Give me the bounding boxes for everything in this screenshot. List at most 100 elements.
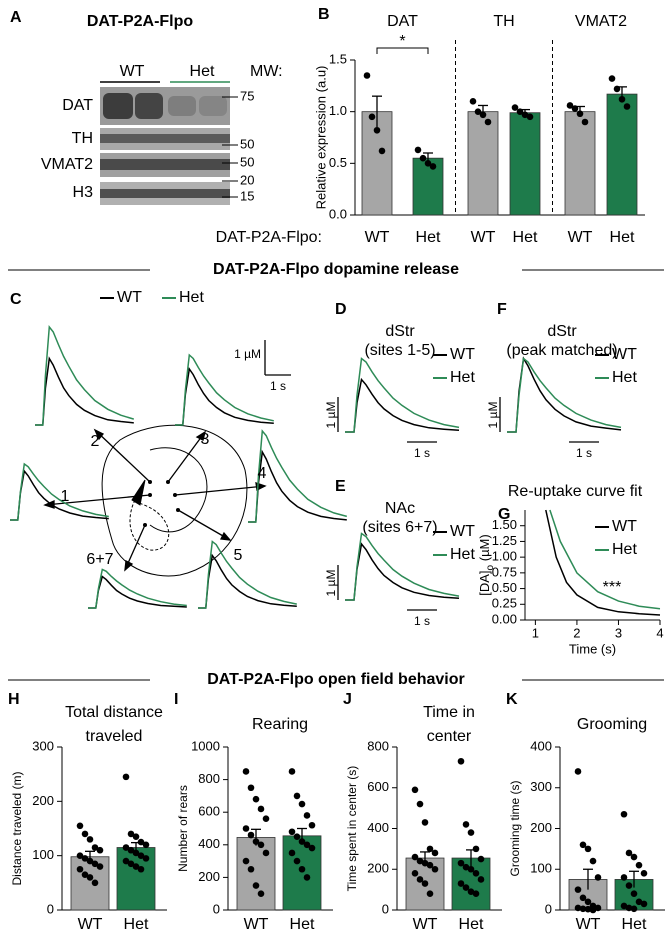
trace bbox=[10, 469, 109, 521]
site-label: 4 bbox=[258, 465, 267, 482]
band bbox=[168, 96, 196, 116]
significance-label: * bbox=[399, 33, 405, 50]
y-tick-label: 0.50 bbox=[492, 580, 517, 595]
scale-label: 1 s bbox=[270, 379, 286, 393]
data-point bbox=[426, 890, 434, 897]
y-tick-label: 0.75 bbox=[492, 564, 517, 579]
trace bbox=[35, 356, 134, 426]
y-axis-label: Time spent in center (s) bbox=[345, 766, 359, 892]
data-point bbox=[293, 833, 301, 840]
x-tick-label: WT bbox=[471, 229, 496, 246]
legend-label: WT bbox=[450, 346, 475, 363]
data-point bbox=[247, 784, 255, 792]
data-point bbox=[416, 800, 424, 808]
data-point bbox=[584, 905, 592, 913]
data-point bbox=[511, 104, 519, 111]
data-point bbox=[96, 863, 104, 870]
chart-title: (peak matched) bbox=[506, 342, 617, 359]
data-point bbox=[630, 853, 638, 861]
data-point bbox=[623, 103, 631, 110]
data-point bbox=[76, 822, 84, 830]
y-tick-label: 1000 bbox=[191, 738, 220, 753]
legend-label: WT bbox=[612, 518, 637, 535]
legend-label: WT bbox=[612, 346, 637, 363]
row-label: H3 bbox=[73, 184, 94, 201]
data-point bbox=[640, 900, 648, 908]
trace bbox=[35, 325, 135, 426]
x-tick-label: Het bbox=[290, 916, 315, 933]
data-point bbox=[426, 861, 434, 869]
legend-label: Het bbox=[450, 369, 475, 386]
data-point bbox=[96, 846, 104, 854]
group-title: TH bbox=[493, 13, 514, 30]
data-point bbox=[462, 821, 470, 828]
panel-letter: G bbox=[498, 506, 510, 523]
slice-outline bbox=[101, 424, 248, 577]
data-point bbox=[411, 870, 419, 877]
data-point bbox=[574, 886, 582, 893]
data-point bbox=[288, 768, 296, 775]
data-point bbox=[86, 857, 94, 865]
slice-diagram bbox=[43, 424, 267, 577]
trace bbox=[507, 356, 622, 433]
data-point bbox=[81, 855, 89, 862]
row-label: TH bbox=[72, 130, 93, 147]
trace bbox=[507, 357, 622, 433]
y-axis-label: Grooming time (s) bbox=[508, 780, 522, 876]
data-point bbox=[76, 865, 84, 873]
data-point bbox=[303, 841, 311, 849]
x-tick-label: Het bbox=[124, 916, 149, 933]
y-tick-label: 1.0 bbox=[329, 103, 347, 118]
data-point bbox=[630, 890, 638, 897]
panel-letter: D bbox=[335, 301, 347, 318]
y-tick-label: 0.00 bbox=[492, 611, 517, 626]
data-point bbox=[620, 874, 628, 881]
bar bbox=[236, 837, 276, 911]
data-point bbox=[457, 757, 465, 765]
blot-title: DAT-P2A-Flpo bbox=[87, 13, 194, 30]
legend-label: WT bbox=[117, 289, 142, 306]
data-point bbox=[566, 102, 574, 109]
y-tick-label: 0 bbox=[213, 901, 220, 916]
band bbox=[135, 93, 163, 119]
significance-label: *** bbox=[603, 579, 622, 596]
x-tick-label: Het bbox=[610, 229, 635, 246]
data-point bbox=[91, 879, 99, 887]
data-point bbox=[635, 898, 643, 906]
scale-label: 1 s bbox=[414, 446, 430, 460]
data-point bbox=[127, 846, 135, 854]
data-point bbox=[252, 838, 260, 845]
data-point bbox=[589, 906, 597, 914]
data-point bbox=[571, 105, 579, 112]
band bbox=[100, 159, 230, 170]
row-label: DAT bbox=[62, 97, 93, 114]
legend-label: Het bbox=[612, 541, 637, 558]
data-point bbox=[122, 773, 130, 781]
fit-curve bbox=[549, 509, 661, 610]
data-point bbox=[457, 859, 465, 867]
data-point bbox=[414, 146, 422, 154]
mw-marker: 75 bbox=[240, 88, 254, 103]
y-axis-label-part: o bbox=[485, 564, 496, 570]
section-title: DAT-P2A-Flpo dopamine release bbox=[213, 261, 459, 278]
data-point bbox=[363, 72, 371, 79]
y-tick-label: 0.5 bbox=[329, 155, 347, 170]
trace bbox=[88, 568, 187, 609]
ventricle bbox=[131, 479, 146, 506]
y-tick-label: 400 bbox=[367, 820, 389, 835]
y-tick-label: 1.50 bbox=[492, 517, 517, 532]
band bbox=[103, 93, 133, 119]
x-axis-label: DAT-P2A-Flpo: bbox=[216, 229, 322, 246]
data-point bbox=[416, 857, 424, 865]
data-point bbox=[303, 874, 311, 881]
data-point bbox=[630, 905, 638, 913]
y-axis-label: Relative expression (a.u) bbox=[313, 66, 328, 210]
data-point bbox=[81, 830, 89, 838]
data-point bbox=[457, 880, 465, 887]
data-point bbox=[477, 876, 485, 883]
y-tick-label: 100 bbox=[530, 861, 552, 876]
y-tick-label: 200 bbox=[367, 861, 389, 876]
scale-label: 1 µM bbox=[324, 570, 338, 597]
data-point bbox=[122, 857, 130, 865]
data-point bbox=[477, 855, 485, 863]
